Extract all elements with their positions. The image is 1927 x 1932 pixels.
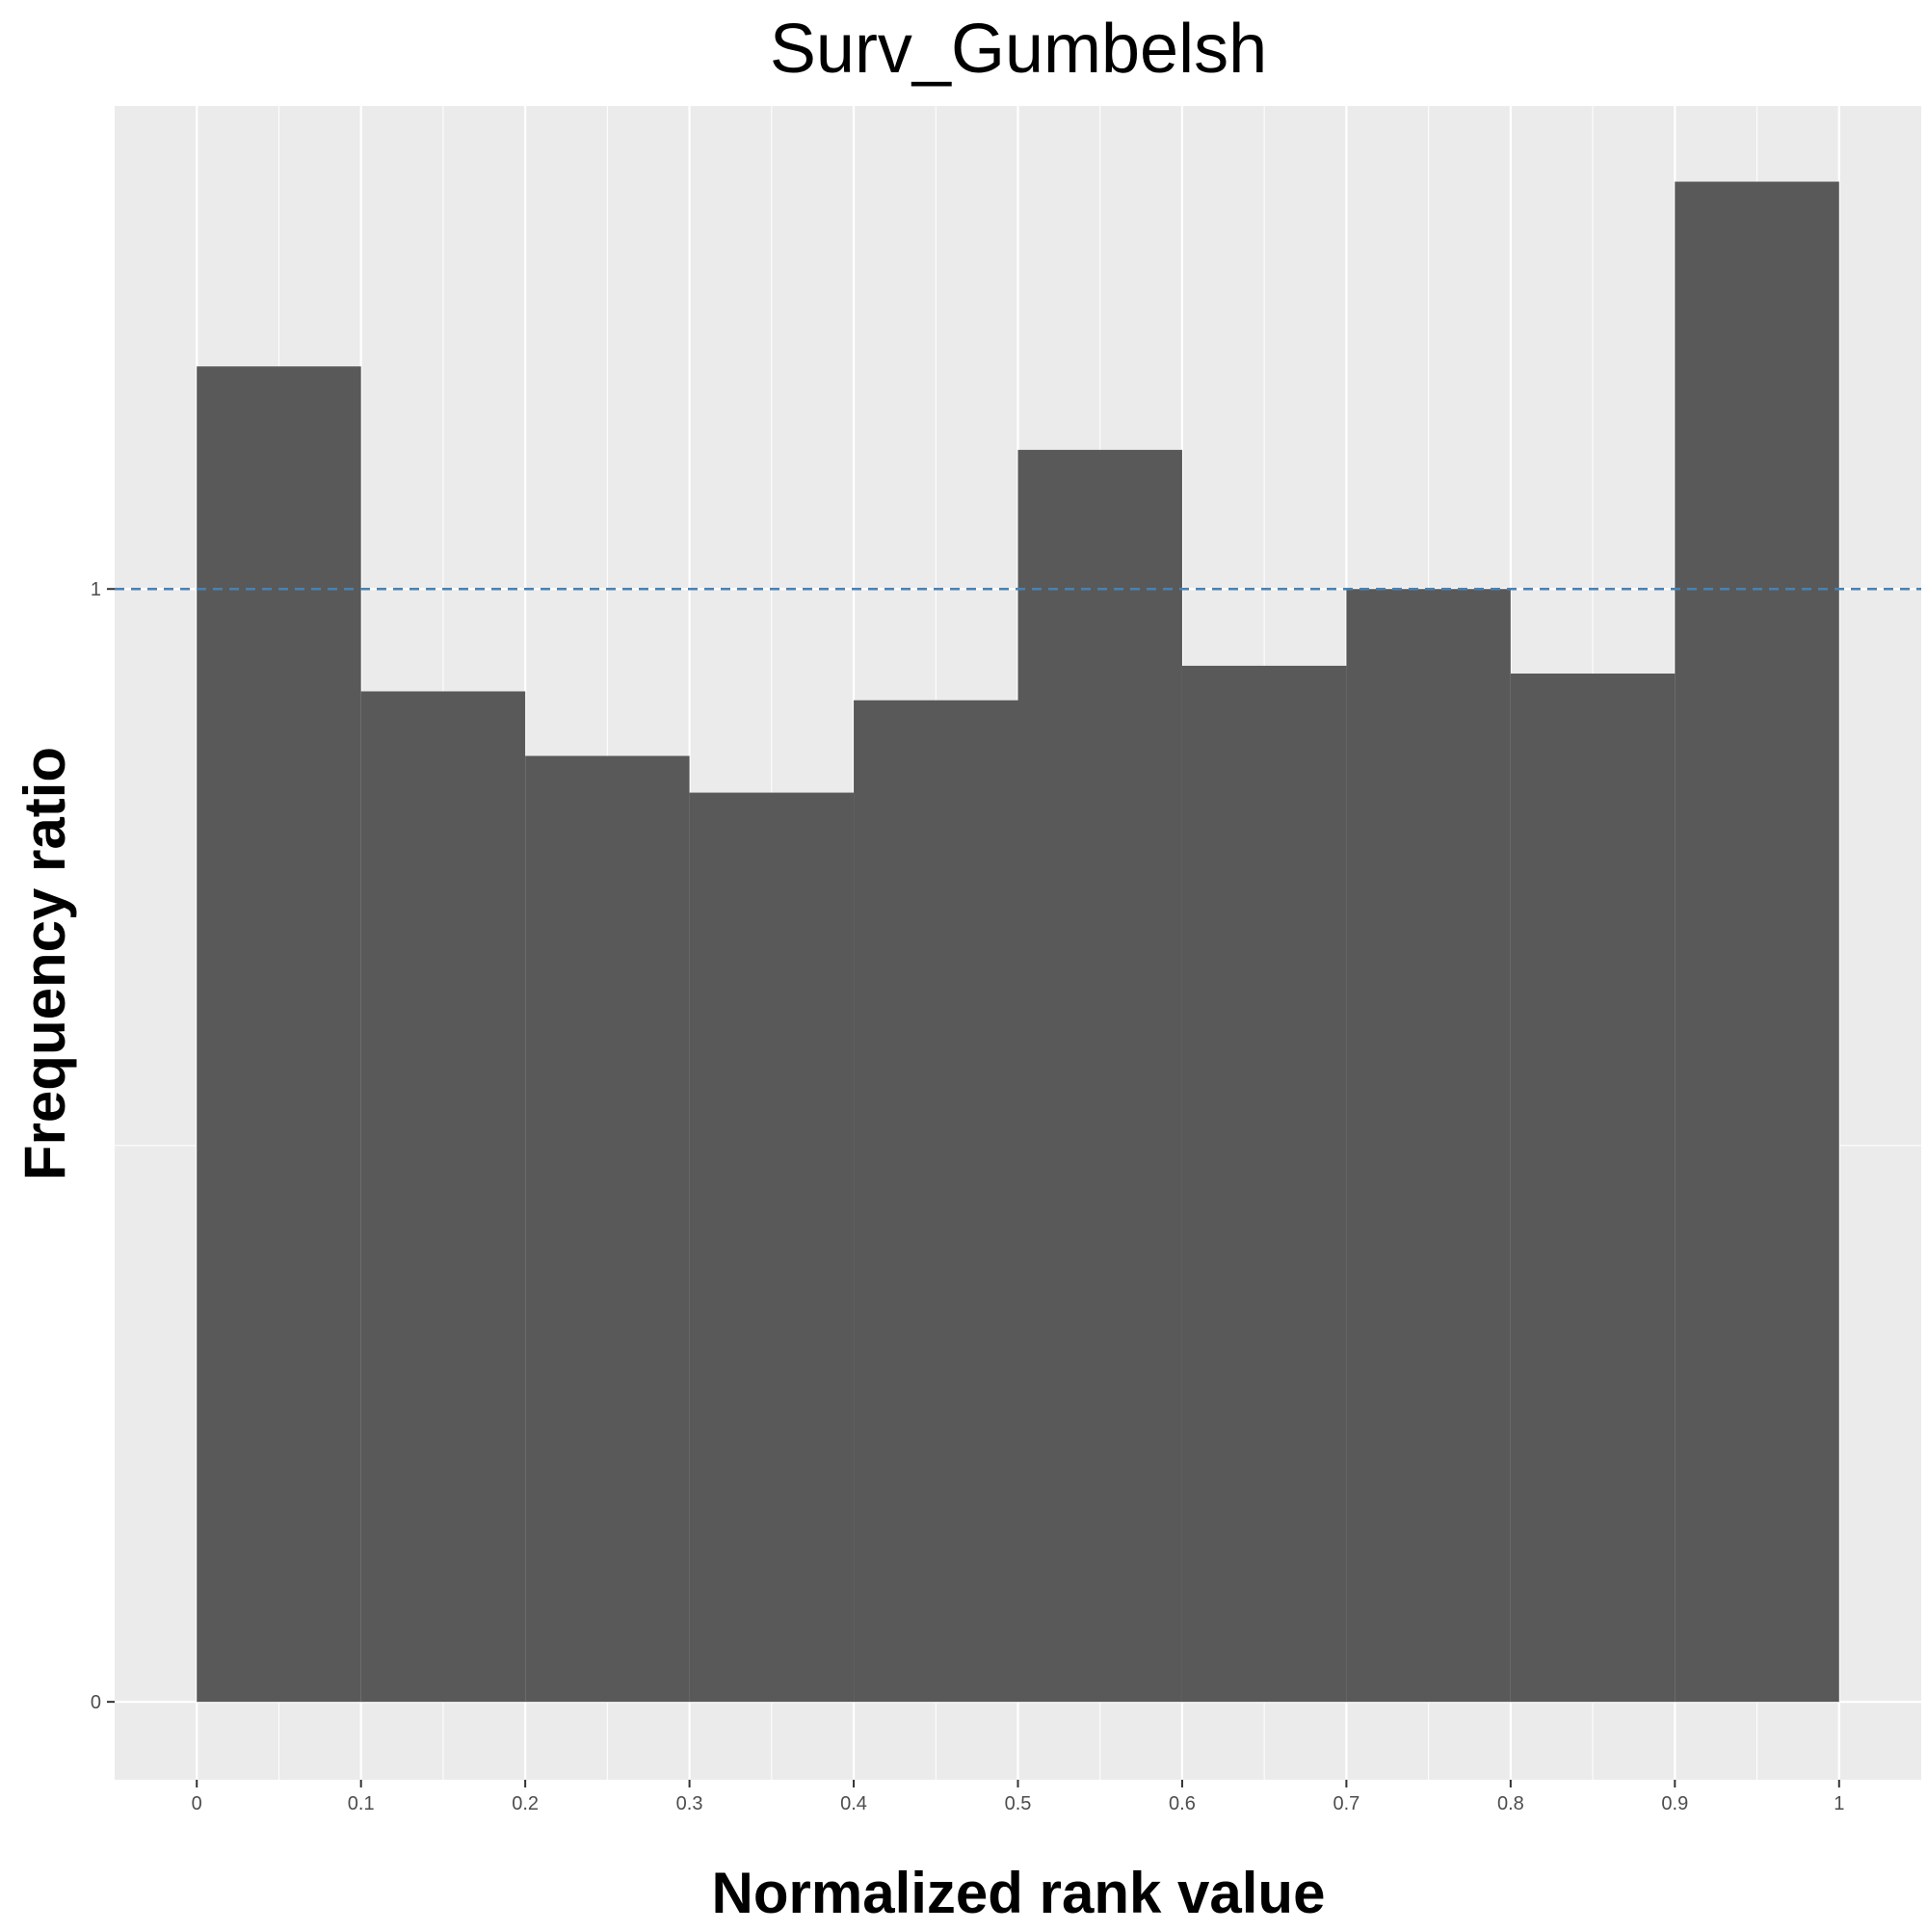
x-tick-label: 0.5 — [1005, 1793, 1032, 1814]
x-tick-label: 0.1 — [348, 1793, 375, 1814]
x-tick-label: 0.9 — [1661, 1793, 1688, 1814]
x-tick-label: 0.8 — [1497, 1793, 1524, 1814]
histogram-bar — [525, 755, 690, 1703]
histogram-bar — [854, 700, 1018, 1703]
x-axis-title: Normalized rank value — [712, 1861, 1326, 1925]
x-tick-label: 0.7 — [1333, 1793, 1360, 1814]
histogram-bar — [197, 366, 361, 1703]
tick-layer: 0 0.1 0.2 0.3 0.4 0.5 0.6 0.7 0.8 0.9 1 0 1 — [91, 579, 1844, 1814]
histogram-bar — [1346, 589, 1511, 1703]
x-tick-label: 0.2 — [512, 1793, 539, 1814]
chart-title: Surv_Gumbelsh — [770, 11, 1267, 88]
x-tick-label: 1 — [1834, 1793, 1844, 1814]
histogram-bar — [1017, 449, 1182, 1703]
histogram-bar — [1510, 674, 1676, 1703]
histogram-bar — [1181, 665, 1347, 1703]
bar-layer — [197, 181, 1839, 1703]
y-tick-label: 1 — [91, 579, 101, 600]
x-tick-label: 0.6 — [1169, 1793, 1196, 1814]
y-tick-label: 0 — [91, 1692, 101, 1713]
y-axis-title: Frequency ratio — [13, 747, 77, 1180]
histogram-bar — [1675, 181, 1839, 1703]
histogram-bar — [689, 792, 855, 1703]
x-tick-label: 0.3 — [676, 1793, 703, 1814]
x-tick-label: 0 — [192, 1793, 202, 1814]
x-tick-label: 0.4 — [840, 1793, 867, 1814]
histogram-bar — [360, 691, 526, 1703]
